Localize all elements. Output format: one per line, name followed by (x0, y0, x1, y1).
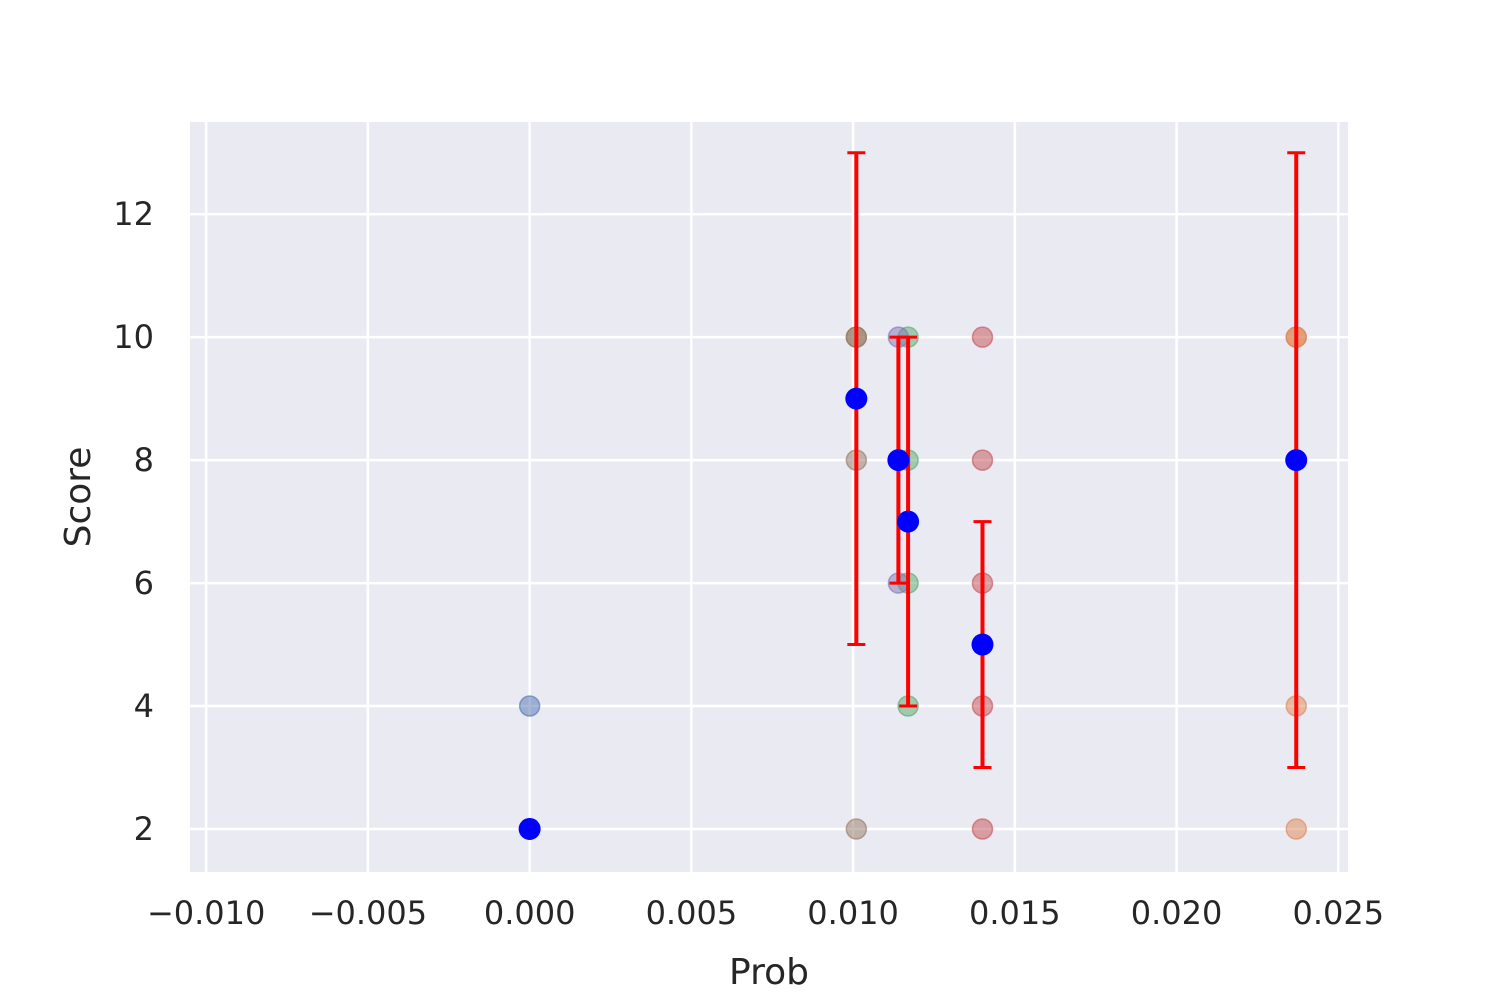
y-tick-label: 10 (113, 318, 154, 356)
y-tick-label: 6 (134, 564, 154, 602)
data-point (518, 695, 541, 717)
mean-point (971, 633, 994, 656)
y-tick-label: 4 (134, 687, 154, 725)
data-point (971, 449, 994, 471)
y-tick-label: 2 (134, 810, 154, 848)
mean-point (518, 817, 541, 840)
data-point (971, 818, 994, 840)
data-point (971, 326, 994, 348)
y-tick-label: 12 (113, 195, 154, 233)
x-tick-label: −0.010 (147, 894, 265, 932)
data-point (1285, 818, 1307, 840)
x-tick-label: 0.015 (969, 894, 1061, 932)
x-tick-label: 0.025 (1292, 894, 1384, 932)
grid (190, 122, 1348, 872)
y-tick-labels: 2 4 6 8 10 12 (113, 195, 154, 848)
x-tick-label: 0.020 (1131, 894, 1223, 932)
x-tick-labels: −0.010 −0.005 0.000 0.005 0.010 0.015 0.020 0.0… (147, 894, 1384, 932)
mean-point (887, 449, 910, 472)
x-tick-label: 0.000 (484, 894, 576, 932)
y-tick-label: 8 (134, 441, 154, 479)
mean-point (897, 510, 920, 533)
mean-points (518, 387, 1308, 840)
x-axis-label: Prob (729, 952, 809, 993)
y-axis-label: Score (58, 447, 99, 548)
mean-point (845, 387, 868, 410)
plot-background (190, 122, 1348, 872)
x-tick-label: −0.005 (309, 894, 427, 932)
x-tick-label: 0.010 (807, 894, 899, 932)
data-point (845, 818, 868, 840)
x-tick-label: 0.005 (646, 894, 738, 932)
mean-point (1285, 449, 1308, 472)
